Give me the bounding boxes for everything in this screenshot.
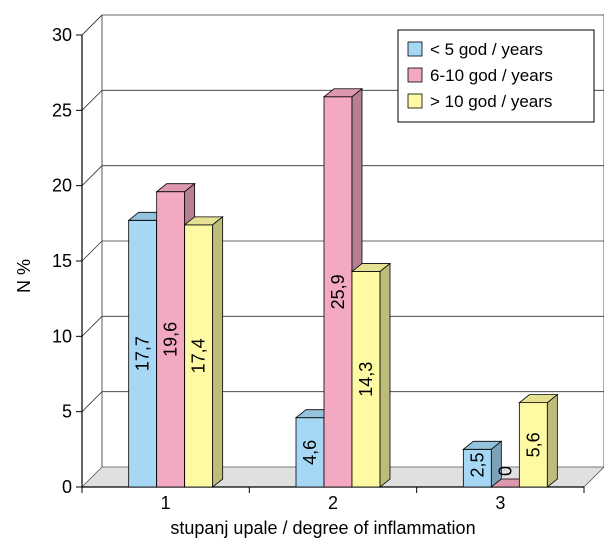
bar-front — [323, 96, 353, 488]
y-tick-label: 10 — [52, 326, 72, 346]
y-axis-title: N % — [14, 259, 34, 293]
chart-legend: < 5 god / years 6-10 god / years > 10 god … — [397, 29, 595, 123]
y-tick-label: 30 — [52, 25, 72, 45]
x-tick-label: 1 — [161, 493, 171, 513]
legend-label: 6-10 god / years — [430, 66, 553, 85]
y-tick-label: 25 — [52, 100, 72, 120]
gridline-side — [81, 90, 103, 111]
bar-front — [184, 224, 214, 488]
chart-axes: 0 5 10 15 20 25 30 1 2 3 stupanj upale / degree of… — [14, 14, 604, 538]
bar-front — [128, 219, 158, 488]
bar-value-label: 0 — [495, 466, 515, 476]
bar-side — [546, 393, 558, 488]
y-tick-label: 20 — [52, 176, 72, 196]
bar-value-label: 17,4 — [189, 338, 209, 373]
gridline-side — [81, 391, 103, 412]
bar-value-label: 19,6 — [161, 322, 181, 357]
bar-value-label: 4,6 — [300, 440, 320, 465]
gridline-side — [81, 165, 103, 186]
y-tick-label: 5 — [62, 402, 72, 422]
bar-front — [351, 271, 381, 488]
bar-value-label: 2,5 — [467, 452, 487, 477]
bar-value-label: 25,9 — [328, 274, 348, 309]
bar — [322, 87, 364, 488]
legend-swatch — [407, 67, 423, 83]
bar-value-label: 17,7 — [133, 336, 153, 371]
y-tick-label: 15 — [52, 251, 72, 271]
bar-side — [379, 262, 391, 488]
bar-front — [156, 191, 186, 488]
y-tick-label: 0 — [62, 477, 72, 497]
legend-swatch — [407, 41, 423, 57]
bar-value-label: 5,6 — [523, 432, 543, 457]
chart-bars — [127, 87, 559, 488]
side-wall-top — [81, 14, 103, 36]
x-tick-label: 2 — [328, 493, 338, 513]
legend-swatch — [407, 93, 423, 109]
chart-labels: 17,7 19,6 17,4 4,6 25,9 14,3 2,5 0 5,6 — [133, 274, 544, 477]
x-axis-title: stupanj upale / degree of inflammation — [170, 518, 475, 538]
legend-label: < 5 god / years — [430, 40, 543, 59]
bar-value-label: 14,3 — [356, 362, 376, 397]
bar-front — [462, 448, 492, 488]
gridline-side — [81, 240, 103, 262]
legend-label: > 10 god / years — [430, 92, 552, 111]
legend-box — [397, 29, 595, 123]
bar-side — [212, 216, 224, 488]
x-tick-label: 3 — [495, 493, 505, 513]
bar — [518, 393, 559, 488]
gridline-side — [81, 316, 103, 337]
bar — [350, 262, 392, 488]
bar — [462, 440, 503, 488]
bar — [183, 216, 224, 488]
